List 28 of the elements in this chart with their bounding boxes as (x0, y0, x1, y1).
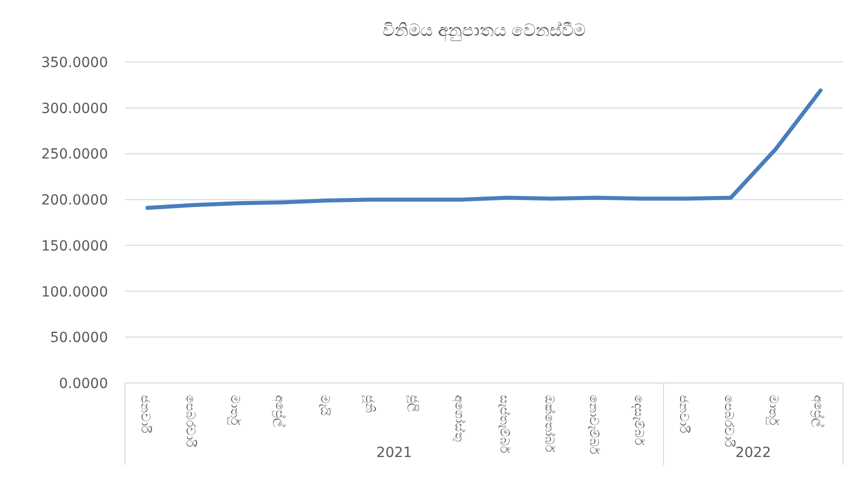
x-tick-label: ජනවාරි (676, 395, 691, 434)
x-tick-label: මැයි (318, 395, 332, 416)
y-tick-label: 0.0000 (59, 376, 108, 392)
chart-title: විනිමය අනුපාතය වෙනස්වීම (382, 21, 586, 42)
line-series (145, 88, 823, 210)
x-tick-label: අප්‍රේල් (810, 395, 826, 427)
y-tick-label: 150.0000 (41, 238, 108, 254)
x-tick-label: නොවැම්බර් (587, 395, 602, 455)
text: 2021 (376, 445, 412, 461)
x-tick-label: ජූලි (406, 395, 422, 412)
x-tick-label: මාර්තු (228, 395, 242, 426)
y-tick-label: 100.0000 (41, 284, 108, 300)
x-tick-label: ජනවාරි (138, 395, 152, 434)
y-tick-label: 300.0000 (41, 100, 108, 117)
text: 2022 (735, 445, 772, 461)
x-tick-label: අප්‍රේල් (272, 395, 288, 427)
x-tick-label: පෙබරවාරි (183, 395, 198, 448)
y-tick-label: 200.0000 (41, 192, 108, 209)
y-tick-label: 250.0000 (41, 146, 108, 163)
y-tick-label: 50.0000 (50, 330, 108, 346)
x-tick-label: මාර්තු (766, 395, 781, 426)
y-tick-label: 350.0000 (41, 55, 108, 71)
x-tick-label: ජූනි (362, 395, 377, 413)
x-tick-label: අගෝස්තු (452, 395, 467, 442)
x-tick-label: පෙබරවාරි (722, 395, 736, 448)
x-tick-label: දෙසැම්බර් (632, 395, 646, 446)
x-tick-label: සැප්තැම්බර් (497, 395, 512, 454)
x-tick-label: ඔක්තෝබර් (542, 395, 556, 453)
